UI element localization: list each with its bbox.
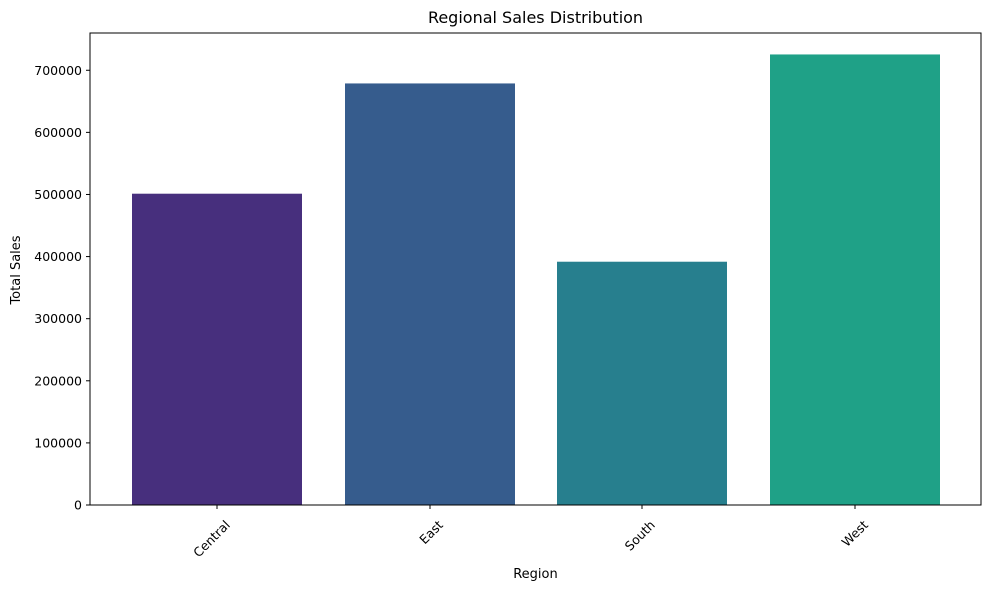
plot-frame — [89, 32, 982, 506]
y-tick-label: 600000 — [34, 125, 82, 140]
y-tick-label: 400000 — [34, 249, 82, 264]
y-tick-label: 700000 — [34, 63, 82, 78]
x-tick-label: South — [622, 517, 658, 553]
x-tick-label: East — [416, 517, 446, 547]
chart-title: Regional Sales Distribution — [428, 8, 643, 27]
x-tick-label: West — [839, 517, 871, 549]
y-tick-label: 0 — [74, 498, 82, 513]
y-tick-label: 500000 — [34, 187, 82, 202]
x-axis-label: Region — [513, 567, 558, 582]
bar-east — [345, 83, 515, 505]
bar-south — [557, 261, 727, 505]
y-tick-label: 200000 — [34, 373, 82, 388]
y-axis-label: Total Sales — [9, 235, 24, 305]
y-tick-label: 100000 — [34, 435, 82, 450]
bar-central — [132, 193, 302, 505]
x-tick-label: Central — [190, 517, 233, 560]
bar-west — [770, 54, 940, 506]
bars-layer — [132, 54, 940, 506]
y-tick-label: 300000 — [34, 311, 82, 326]
